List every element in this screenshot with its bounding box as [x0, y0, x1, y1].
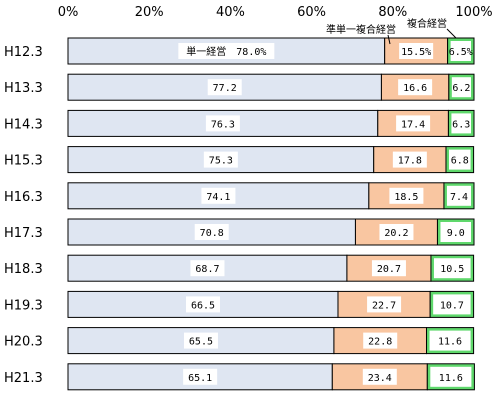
data-label: 9.0 — [447, 228, 465, 239]
data-label: 6.2 — [452, 83, 470, 94]
data-label-bg — [201, 187, 236, 204]
category-label: H16.3 — [4, 190, 43, 205]
data-label: 70.8 — [200, 228, 224, 239]
bar-segment-inner — [450, 41, 471, 61]
x-tick-label: 80% — [378, 5, 407, 20]
category-label: H19.3 — [4, 298, 43, 313]
bar-segment — [67, 327, 335, 355]
data-label-bg — [207, 79, 242, 96]
data-label: 15.5% — [401, 47, 431, 58]
data-label-bg — [399, 43, 434, 59]
data-label: 65.5 — [189, 337, 213, 348]
data-label: 20.2 — [384, 228, 408, 239]
bar-segment-inner — [429, 330, 471, 351]
bar-segment-inner — [433, 294, 471, 315]
leader-line — [387, 34, 391, 45]
data-label: 68.7 — [195, 264, 219, 275]
category-label: H13.3 — [4, 81, 43, 96]
category-label: H12.3 — [4, 45, 43, 60]
data-label: 11.6 — [439, 373, 463, 384]
bar-segment — [67, 363, 333, 391]
data-label-bg — [190, 260, 225, 277]
data-label: 10.5 — [440, 264, 464, 275]
bar-segment-inner — [451, 77, 471, 98]
category-label: H18.3 — [4, 262, 43, 277]
data-label: 16.6 — [403, 83, 427, 94]
data-label: 6.8 — [451, 156, 469, 167]
data-label: 7.4 — [450, 192, 468, 203]
data-label: 6.3 — [452, 119, 470, 130]
data-label-bg — [363, 332, 398, 349]
data-label: 6.5% — [449, 47, 473, 58]
x-tick-label: 20% — [135, 5, 164, 20]
leader-line — [446, 28, 457, 39]
x-tick-label: 40% — [216, 5, 245, 20]
data-label: 76.3 — [211, 119, 235, 130]
annotation-label: 準単一複合経営 — [326, 23, 396, 36]
category-label: H20.3 — [4, 335, 43, 350]
bar-segment-inner — [446, 185, 471, 206]
data-label: 単一経営 78.0% — [186, 45, 266, 58]
bar-segment-inner — [440, 222, 471, 242]
bar-segment-inner — [451, 113, 471, 134]
data-label: 11.6 — [438, 337, 462, 348]
bar-segment-inner — [430, 366, 472, 387]
data-label-bg — [203, 151, 238, 168]
x-tick-label: 0% — [58, 5, 79, 20]
category-label: H14.3 — [4, 117, 43, 132]
data-label: 77.2 — [213, 83, 237, 94]
data-label-bg — [367, 296, 402, 313]
bar-segment-inner — [448, 149, 471, 170]
x-tick-label: 60% — [297, 5, 326, 20]
data-label-bg — [389, 187, 424, 204]
data-label-bg — [396, 115, 431, 132]
data-label-bg — [371, 260, 406, 277]
data-label: 20.7 — [377, 264, 401, 275]
annotation-label: 複合経営 — [407, 17, 447, 30]
data-label-bg — [178, 43, 275, 59]
category-label: H17.3 — [4, 226, 43, 241]
data-label: 18.5 — [394, 192, 418, 203]
data-label: 23.4 — [368, 373, 392, 384]
data-label-bg — [183, 368, 218, 385]
data-label: 17.4 — [401, 119, 425, 130]
data-label-bg — [392, 151, 427, 168]
x-tick-label: 100% — [455, 5, 492, 20]
data-label: 10.7 — [440, 300, 464, 311]
bar-segment-inner — [433, 258, 471, 279]
data-label: 22.7 — [372, 300, 396, 311]
category-label: H15.3 — [4, 154, 43, 169]
data-label-bg — [194, 224, 229, 240]
data-label-bg — [398, 79, 433, 96]
data-label-bg — [185, 296, 220, 313]
data-label-bg — [379, 224, 414, 240]
data-label-bg — [362, 368, 397, 385]
data-label: 66.5 — [191, 300, 215, 311]
data-label: 17.8 — [398, 156, 422, 167]
data-label-bg — [205, 115, 240, 132]
bar-segment — [384, 37, 449, 65]
data-label-bg — [183, 332, 218, 349]
category-label: H21.3 — [4, 371, 43, 386]
data-label: 65.1 — [188, 373, 212, 384]
data-label: 75.3 — [209, 156, 233, 167]
data-label: 74.1 — [206, 192, 230, 203]
data-label: 22.8 — [368, 337, 392, 348]
